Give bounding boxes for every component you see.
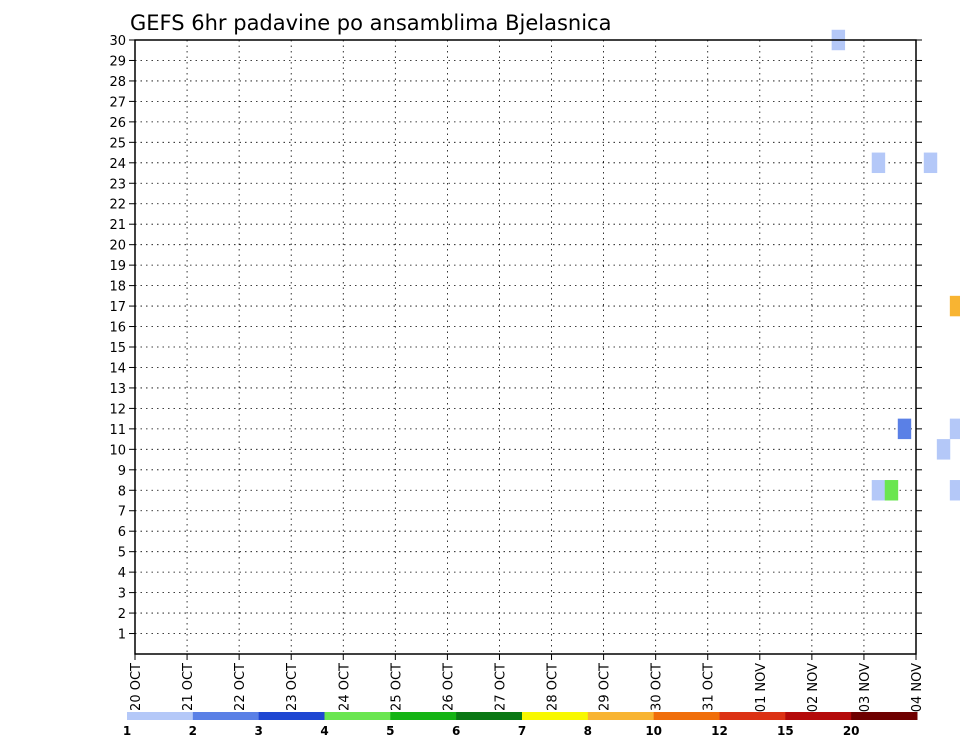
colorbar-segment (653, 712, 720, 720)
grid-lines (134, 39, 917, 654)
y-tick-label: 28 (109, 75, 126, 90)
y-tick-label: 15 (109, 341, 126, 356)
x-tick-label: 27 OCT (493, 663, 508, 711)
y-tick-label: 24 (109, 157, 126, 172)
x-tick-label: 28 OCT (546, 663, 561, 711)
y-tick-label: 27 (109, 95, 126, 110)
ensemble-cells (831, 29, 960, 501)
colorbar-label: 6 (452, 724, 460, 738)
colorbar-label: 2 (189, 724, 197, 738)
colorbar-label: 10 (645, 724, 662, 738)
y-tick-label: 1 (118, 628, 126, 643)
y-tick-label: 17 (109, 300, 126, 315)
heatmap-cell (884, 480, 899, 501)
x-tick-label: 31 OCT (702, 663, 717, 711)
colorbar-segment (587, 712, 655, 720)
colorbar-segment (851, 712, 918, 720)
y-tick-label: 2 (118, 607, 126, 622)
colorbar-segment (258, 712, 325, 720)
x-tick-label: 30 OCT (650, 663, 665, 711)
y-tick-label: 5 (118, 546, 126, 561)
x-tick-label: 01 NOV (754, 663, 769, 712)
y-tick-label: 13 (109, 382, 126, 397)
x-tick-label: 21 OCT (181, 663, 196, 711)
colorbar-segment (456, 712, 523, 720)
colorbar-segment (324, 712, 391, 720)
y-tick-label: 30 (109, 34, 126, 49)
y-tick-label: 7 (118, 505, 126, 520)
colorbar-label: 4 (320, 724, 328, 738)
x-tick-label: 22 OCT (233, 663, 248, 711)
heatmap-cell (949, 418, 960, 440)
y-tick-label: 22 (109, 198, 126, 213)
x-tick-label: 24 OCT (337, 663, 352, 711)
y-tick-label: 16 (109, 321, 126, 336)
heatmap-cell (871, 480, 886, 501)
y-tick-label: 14 (109, 361, 126, 376)
y-tick-label: 10 (109, 443, 126, 458)
x-tick-label: 29 OCT (598, 663, 613, 711)
heatmap-cell (949, 480, 960, 501)
y-tick-label: 6 (118, 525, 126, 540)
colorbar-label: 7 (518, 724, 526, 738)
heatmap-cell (949, 295, 960, 317)
heatmap-cell (923, 152, 938, 174)
colorbar-label: 1 (123, 724, 131, 738)
colorbar-segment (192, 712, 260, 720)
colorbar-label: 3 (254, 724, 262, 738)
colorbar-label: 20 (843, 724, 860, 738)
colorbar-segment (390, 712, 457, 720)
y-tick-label: 4 (118, 566, 126, 581)
y-tick-label: 8 (118, 484, 126, 499)
colorbar-segment (127, 712, 194, 720)
y-tick-label: 12 (109, 402, 126, 417)
y-axis: 1234567891011121314151617181920212223242… (109, 34, 922, 643)
chart-title: GEFS 6hr padavine po ansamblima Bjelasni… (130, 11, 611, 35)
y-tick-label: 29 (109, 54, 126, 69)
x-tick-label: 25 OCT (389, 663, 404, 711)
y-tick-label: 9 (118, 464, 126, 479)
y-tick-label: 25 (109, 136, 126, 151)
x-tick-label: 04 NOV (910, 663, 925, 712)
x-axis: 20 OCT 21 OCT 22 OCT 23 OCT 24 OCT 25 OCT 26 O… (129, 654, 925, 712)
x-tick-label: 20 OCT (129, 663, 144, 711)
x-tick-label: 03 NOV (858, 663, 873, 712)
y-tick-label: 19 (109, 259, 126, 274)
colorbar-label: 8 (584, 724, 592, 738)
heatmap-cell (871, 152, 886, 174)
x-tick-label: 26 OCT (441, 663, 456, 711)
x-tick-label: 23 OCT (285, 663, 300, 711)
y-tick-label: 11 (109, 423, 126, 438)
y-tick-label: 26 (109, 116, 126, 131)
colorbar: 1 2 3 4 5 6 7 8 10 12 15 20 (123, 712, 918, 738)
heatmap-cell (936, 439, 951, 460)
y-tick-label: 18 (109, 280, 126, 295)
y-tick-label: 3 (118, 587, 126, 602)
colorbar-segment (719, 712, 786, 720)
colorbar-label: 5 (386, 724, 394, 738)
x-tick-label: 02 NOV (806, 663, 821, 712)
colorbar-segment (522, 712, 589, 720)
colorbar-label: 15 (777, 724, 794, 738)
colorbar-label: 12 (711, 724, 728, 738)
y-tick-label: 21 (109, 218, 126, 233)
y-tick-label: 23 (109, 177, 126, 192)
colorbar-segment (785, 712, 852, 720)
y-tick-label: 20 (109, 239, 126, 254)
heatmap-cell (897, 418, 912, 440)
